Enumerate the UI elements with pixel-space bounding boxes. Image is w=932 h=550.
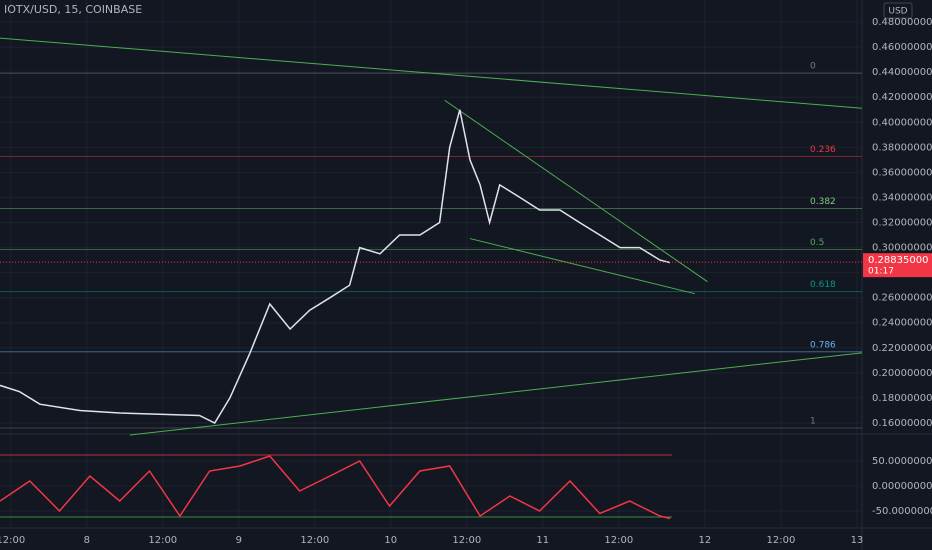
x-tick-label: 13	[851, 535, 864, 546]
trend-line	[129, 352, 863, 436]
y-tick-label: 0.18000000	[872, 393, 932, 404]
y-tick-label: 0.48000000	[872, 17, 932, 28]
trend-line	[469, 238, 695, 295]
last-price-label: 0.28835000	[868, 255, 928, 266]
trend-line	[444, 99, 708, 283]
currency-box	[883, 2, 913, 19]
y-tick-label: 0.36000000	[872, 167, 932, 178]
y-tick-label: 0.30000000	[872, 243, 932, 254]
x-tick-label: 12:00	[0, 535, 25, 546]
y-tick-label: 0.22000000	[872, 343, 932, 354]
y-tick-label: 0.20000000	[872, 368, 932, 379]
y-tick-label: -50.00000000	[872, 506, 932, 517]
y-tick-label: 0.16000000	[872, 418, 932, 429]
y-tick-label: 0.42000000	[872, 92, 932, 103]
x-tick-label: 10	[384, 535, 397, 546]
y-tick-label: 0.00000000	[872, 481, 932, 492]
y-tick-label: 0.38000000	[872, 142, 932, 153]
x-tick-label: 12:00	[452, 535, 481, 546]
y-tick-label: 0.46000000	[872, 42, 932, 53]
x-tick-label: 12	[699, 535, 712, 546]
fib-label: 0.618	[810, 280, 836, 290]
chart-title: IOTX/USD, 15, COINBASE	[4, 3, 142, 16]
fib-label: 0.236	[810, 145, 836, 155]
fib-label: 0.382	[810, 197, 836, 207]
trend-line	[0, 37, 863, 109]
y-tick-label: 0.32000000	[872, 218, 932, 229]
y-tick-label: 0.40000000	[872, 117, 932, 128]
x-tick-label: 11	[536, 535, 549, 546]
x-tick-label: 12:00	[767, 535, 796, 546]
y-tick-label: 0.44000000	[872, 67, 932, 78]
marks	[0, 37, 863, 520]
x-tick-label: 12:00	[148, 535, 177, 546]
y-tick-label: 0.26000000	[872, 293, 932, 304]
y-tick-label: 0.24000000	[872, 318, 932, 329]
fib-label: 0.5	[810, 238, 824, 248]
y-tick-label: 0.34000000	[872, 192, 932, 203]
x-tick-label: 12:00	[300, 535, 329, 546]
x-tick-label: 9	[236, 535, 242, 546]
currency: USD	[888, 7, 907, 17]
fib-label: 0.786	[810, 340, 836, 350]
series-line	[0, 455, 671, 520]
fib-label: 0	[810, 62, 816, 72]
series-line	[0, 109, 671, 424]
x-tick-label: 12:00	[604, 535, 633, 546]
y-tick-label: 50.00000000	[872, 456, 932, 467]
last-price-tag	[863, 253, 932, 278]
x-tick-label: 8	[84, 535, 90, 546]
countdown: 01:17	[868, 267, 894, 277]
fib-label: 1	[810, 416, 816, 426]
